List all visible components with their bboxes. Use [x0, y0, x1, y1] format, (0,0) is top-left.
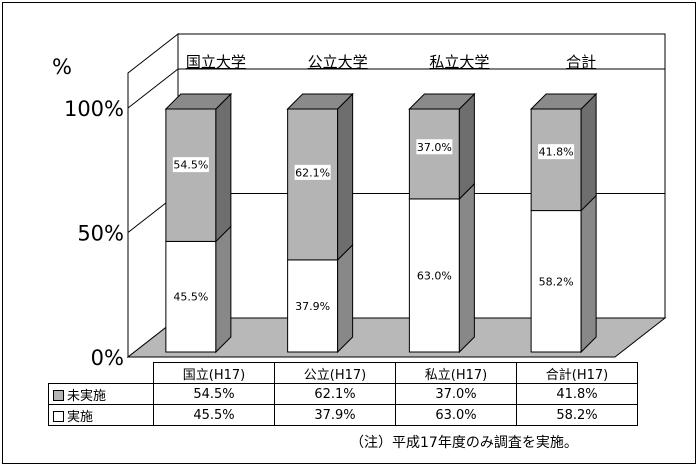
bar-side-implemented	[337, 243, 354, 354]
table-cell: 58.2%	[516, 404, 638, 426]
footnote: （注）平成17年度のみ調査を実施。	[350, 435, 578, 451]
data-table: 国立(H17) 公立(H17) 私立(H17) 合計(H17) 未実施 54.5…	[48, 362, 638, 426]
row-header: 未実施	[48, 383, 154, 405]
bar-side-implemented	[458, 182, 475, 354]
bar-not-implemented	[287, 108, 339, 261]
data-table-header-row: 国立(H17) 公立(H17) 私立(H17) 合計(H17)	[49, 362, 638, 384]
y-tick-label: 100%	[64, 97, 124, 121]
data-table-row-implemented: 実施 45.5% 37.9% 63.0% 58.2%	[48, 404, 638, 426]
data-label-bg	[538, 144, 575, 160]
data-label-implemented: 63.0%	[417, 269, 452, 282]
group-title: 国立大学	[186, 53, 246, 71]
table-cell: 45.5%	[153, 404, 275, 426]
table-cell: 37.9%	[274, 404, 396, 426]
category-label: 公立(H17)	[274, 362, 396, 384]
row-header: 実施	[48, 404, 154, 426]
category-label: 私立(H17)	[395, 362, 517, 384]
group-title: 私立大学	[429, 53, 489, 71]
bar-side-not-implemented	[215, 92, 232, 243]
bar-side-not-implemented	[580, 92, 597, 212]
y-unit-label: %	[52, 55, 72, 79]
table-cell: 37.0%	[395, 383, 517, 405]
legend-swatch-implemented	[53, 410, 64, 422]
legend-swatch-not-implemented	[53, 389, 64, 401]
data-label-not-implemented: 54.5%	[173, 159, 208, 172]
data-label-not-implemented: 62.1%	[295, 166, 330, 179]
bar-top	[164, 93, 233, 110]
bar-top	[529, 93, 598, 110]
y-tick-label: 50%	[77, 222, 124, 246]
bar-side-implemented	[580, 194, 597, 354]
table-cell: 63.0%	[395, 404, 517, 426]
data-label-bg	[172, 289, 209, 305]
row-label: 未実施	[67, 388, 107, 404]
data-label-implemented: 45.5%	[173, 291, 208, 304]
bar-top	[408, 93, 476, 110]
bar-not-implemented	[165, 108, 217, 242]
data-label-not-implemented: 41.8%	[539, 146, 574, 159]
data-label-bg	[416, 267, 453, 283]
category-label: 国立(H17)	[153, 362, 275, 384]
bar-not-implemented	[530, 108, 582, 212]
data-label-bg	[538, 273, 575, 289]
row-label: 実施	[67, 409, 94, 425]
data-table-corner	[49, 363, 154, 384]
bar-side-implemented	[215, 225, 232, 354]
data-label-bg	[416, 139, 453, 155]
table-cell: 54.5%	[153, 383, 275, 405]
group-title: 合計	[566, 53, 596, 71]
gridline-side	[127, 68, 179, 109]
bar-side-not-implemented	[337, 92, 354, 262]
bar-side-not-implemented	[458, 92, 475, 201]
category-label: 合計(H17)	[516, 362, 638, 384]
data-label-not-implemented: 37.0%	[417, 141, 452, 154]
data-label-bg	[294, 298, 331, 314]
data-label-implemented: 37.9%	[295, 300, 330, 313]
data-label-bg	[172, 157, 209, 173]
bar-top	[286, 93, 354, 110]
table-cell: 62.1%	[274, 383, 396, 405]
y-tick-label: 0%	[91, 346, 124, 370]
data-label-bg	[294, 164, 331, 180]
data-table-row-not-implemented: 未実施 54.5% 62.1% 37.0% 41.8%	[48, 383, 638, 405]
group-title: 公立大学	[308, 53, 368, 71]
table-cell: 41.8%	[516, 383, 638, 405]
data-label-implemented: 58.2%	[539, 275, 574, 288]
